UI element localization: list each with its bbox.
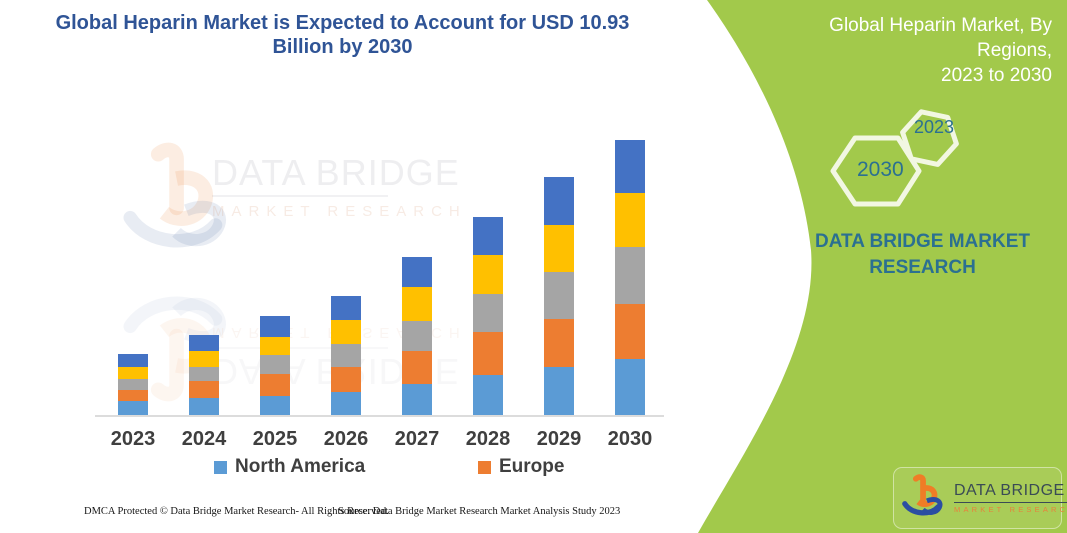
x-axis-label-2028: 2028 bbox=[465, 428, 511, 450]
hexagon-year-2030: 2030 bbox=[857, 158, 904, 181]
legend-label: North America bbox=[235, 456, 366, 477]
bar-segment-2029 bbox=[544, 319, 574, 367]
bar-segment-2025 bbox=[260, 354, 290, 375]
bar-segment-2029 bbox=[544, 271, 574, 320]
x-axis-label-2023: 2023 bbox=[110, 428, 156, 450]
bar-segment-2028 bbox=[473, 255, 503, 295]
bar-2028 bbox=[473, 217, 503, 415]
chart-title: Global Heparin Market is Expected to Acc… bbox=[55, 11, 630, 59]
legend-swatch-icon bbox=[478, 460, 491, 474]
bar-segment-2026 bbox=[331, 320, 361, 345]
bar-2029 bbox=[544, 176, 574, 415]
bar-segment-2024 bbox=[189, 335, 219, 351]
x-axis-label-2029: 2029 bbox=[536, 428, 582, 450]
legend-item-north-america: North America bbox=[214, 456, 365, 478]
bar-segment-2024 bbox=[189, 367, 219, 382]
bar-segment-2024 bbox=[189, 350, 219, 368]
bar-segment-2029 bbox=[544, 225, 574, 272]
x-axis-line bbox=[95, 415, 664, 417]
bar-segment-2024 bbox=[189, 398, 219, 415]
bar-segment-2023 bbox=[118, 366, 148, 380]
bar-segment-2027 bbox=[402, 286, 432, 322]
x-axis-labels: 2023 2024 2025 2026 2027 2028 2029 2030 bbox=[0, 428, 1067, 454]
side-panel-title: Global Heparin Market, By Regions, 2023 … bbox=[750, 13, 1052, 88]
bar-segment-2028 bbox=[473, 294, 503, 333]
bar-segment-2027 bbox=[402, 256, 432, 287]
x-axis-label-2024: 2024 bbox=[181, 428, 227, 450]
bar-segment-2026 bbox=[331, 392, 361, 415]
hexagon-outlines-icon bbox=[830, 109, 959, 207]
side-panel-title-line1: Global Heparin Market, By Regions, bbox=[829, 15, 1052, 61]
side-panel-brand-line2: RESEARCH bbox=[869, 257, 976, 278]
bar-segment-2028 bbox=[473, 375, 503, 415]
side-panel-brand-line1: DATA BRIDGE MARKET bbox=[815, 231, 1030, 252]
x-axis-label-2026: 2026 bbox=[323, 428, 369, 450]
footer-dmca-text: DMCA Protected © Data Bridge Market Rese… bbox=[84, 506, 389, 517]
bar-segment-2026 bbox=[331, 366, 361, 393]
bar-segment-2027 bbox=[402, 384, 432, 415]
bar-segment-2030 bbox=[615, 359, 645, 415]
bar-segment-2023 bbox=[118, 379, 148, 391]
bar-segment-2025 bbox=[260, 336, 290, 355]
bar-2023 bbox=[118, 353, 148, 415]
bar-2025 bbox=[260, 316, 290, 415]
bar-segment-2025 bbox=[260, 316, 290, 337]
x-axis-label-2030: 2030 bbox=[607, 428, 653, 450]
side-panel-title-line2: 2023 to 2030 bbox=[941, 65, 1052, 86]
bar-segment-2030 bbox=[615, 246, 645, 304]
side-panel-brand: DATA BRIDGE MARKET RESEARCH bbox=[790, 229, 1055, 281]
legend-swatch-icon bbox=[214, 460, 227, 474]
bar-segment-2024 bbox=[189, 381, 219, 399]
bar-2026 bbox=[331, 295, 361, 415]
x-axis-label-2025: 2025 bbox=[252, 428, 298, 450]
bar-segment-2030 bbox=[615, 303, 645, 360]
chart-title-line2: Billion by 2030 bbox=[272, 36, 413, 58]
bar-2030 bbox=[615, 140, 645, 415]
footer-source-text: Source: Data Bridge Market Research Mark… bbox=[338, 506, 621, 517]
bar-segment-2027 bbox=[402, 350, 432, 385]
bar-2024 bbox=[189, 335, 219, 415]
logo-card-brand: DATA BRIDGE bbox=[954, 482, 1067, 503]
x-axis-label-2027: 2027 bbox=[394, 428, 440, 450]
bar-segment-2030 bbox=[615, 140, 645, 193]
legend-item-europe: Europe bbox=[478, 456, 564, 478]
legend-label: Europe bbox=[499, 456, 565, 477]
data-bridge-logo-card: DATA BRIDGE MARKET RESEARCH bbox=[893, 467, 1067, 529]
bar-segment-2023 bbox=[118, 401, 148, 415]
data-bridge-logo-icon bbox=[902, 474, 943, 516]
bar-segment-2030 bbox=[615, 192, 645, 247]
year-hexagons: 2030 2023 bbox=[815, 100, 985, 215]
bar-segment-2028 bbox=[473, 217, 503, 256]
bar-segment-2028 bbox=[473, 332, 503, 376]
bar-segment-2023 bbox=[118, 353, 148, 367]
logo-card-sub: MARKET RESEARCH bbox=[954, 505, 1067, 514]
bar-segment-2027 bbox=[402, 321, 432, 351]
bar-segment-2026 bbox=[331, 344, 361, 367]
bar-segment-2029 bbox=[544, 176, 574, 226]
chart-legend: North America Europe bbox=[0, 456, 700, 480]
hexagon-year-2023: 2023 bbox=[914, 117, 955, 137]
chart-title-line1: Global Heparin Market is Expected to Acc… bbox=[55, 12, 630, 34]
plot-area bbox=[98, 118, 664, 415]
bar-segment-2029 bbox=[544, 367, 574, 415]
bar-segment-2025 bbox=[260, 374, 290, 396]
bar-2027 bbox=[402, 256, 432, 415]
bar-segment-2023 bbox=[118, 390, 148, 402]
bar-segment-2025 bbox=[260, 395, 290, 415]
bar-segment-2026 bbox=[331, 295, 361, 321]
logo-card-text: DATA BRIDGE MARKET RESEARCH bbox=[954, 482, 1067, 514]
